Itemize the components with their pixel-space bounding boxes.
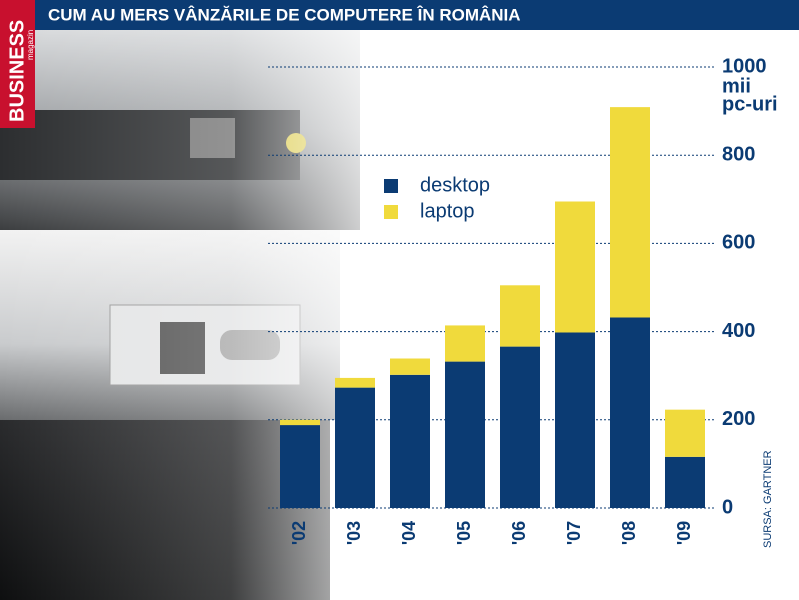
- y-unit: mii: [722, 75, 751, 97]
- bar: [335, 377, 375, 388]
- y-tick-label: 0: [722, 496, 733, 518]
- y-tick-label: 800: [722, 143, 755, 165]
- legend-label: desktop: [420, 174, 490, 196]
- y-tick-label: 400: [722, 320, 755, 342]
- bar: [500, 285, 540, 347]
- x-tick-label: '05: [454, 521, 474, 545]
- bar: [280, 425, 320, 508]
- source: SURSA: GARTNER: [762, 450, 774, 548]
- x-tick-label: '03: [344, 521, 364, 545]
- x-tick-label: '09: [674, 521, 694, 545]
- bar: [390, 358, 430, 375]
- title-bar: [0, 0, 799, 30]
- legend-label: laptop: [420, 200, 475, 222]
- bar: [555, 332, 595, 508]
- bar: [445, 325, 485, 362]
- y-unit: pc-uri: [722, 93, 778, 115]
- bar: [445, 361, 485, 508]
- y-tick-label: 1000: [722, 55, 767, 77]
- bar: [665, 456, 705, 508]
- y-tick-label: 200: [722, 408, 755, 430]
- logo-subtext: magazin: [26, 30, 35, 60]
- x-tick-label: '06: [509, 521, 529, 545]
- bar: [665, 409, 705, 457]
- bar: [500, 346, 540, 508]
- photo: [0, 0, 420, 600]
- bar: [610, 107, 650, 318]
- y-tick-label: 600: [722, 232, 755, 254]
- legend-swatch: [384, 179, 398, 193]
- logo-text: BUSINESS: [6, 20, 28, 122]
- bar: [610, 317, 650, 508]
- bar: [335, 387, 375, 508]
- chart-title: CUM AU MERS VÂNZĂRILE DE COMPUTERE ÎN RO…: [48, 5, 521, 24]
- x-tick-label: '08: [619, 521, 639, 545]
- x-tick-label: '04: [399, 521, 419, 545]
- x-tick-label: '07: [564, 521, 584, 545]
- logo: [0, 0, 35, 128]
- bar: [390, 374, 430, 508]
- x-tick-label: '02: [289, 521, 309, 545]
- bar: [280, 419, 320, 426]
- bar: [555, 201, 595, 333]
- legend-swatch: [384, 205, 398, 219]
